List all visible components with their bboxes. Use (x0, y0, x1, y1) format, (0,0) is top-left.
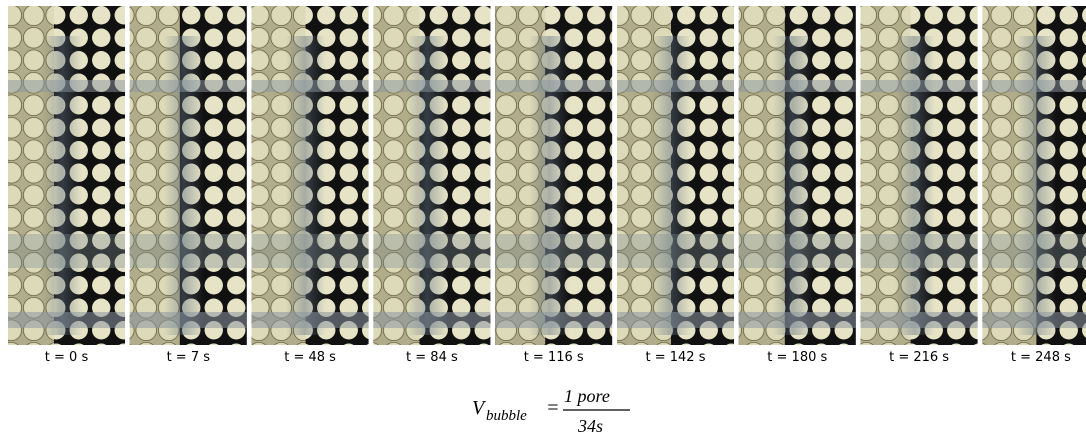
gray-band (617, 312, 734, 328)
equation-numerator: 1 pore (564, 386, 610, 406)
gray-band (8, 80, 125, 92)
gray-band (495, 312, 612, 328)
photo-panel: t = 248 s (982, 6, 1086, 365)
gray-band (982, 80, 1086, 92)
gray-band (252, 80, 369, 92)
time-label: t = 216 s (889, 350, 949, 365)
gray-band (739, 312, 856, 328)
gray-band (617, 234, 734, 268)
time-label: t = 0 s (45, 350, 89, 365)
gray-band (252, 234, 369, 268)
equation-subscript: bubble (486, 408, 527, 424)
gray-band (373, 80, 490, 92)
gray-band (861, 312, 978, 328)
time-label: t = 248 s (1011, 350, 1071, 365)
gray-band (982, 312, 1086, 328)
time-label: t = 116 s (524, 350, 584, 365)
time-label: t = 84 s (406, 350, 458, 365)
equation-equals: = (546, 397, 560, 419)
gray-band (495, 80, 612, 92)
time-label: t = 48 s (284, 350, 336, 365)
gray-band (495, 234, 612, 268)
gray-band (8, 234, 125, 268)
equation-symbol: V (472, 397, 487, 419)
gray-band (130, 234, 247, 268)
equation-denominator: 34s (577, 416, 603, 436)
gray-band (617, 80, 734, 92)
gray-band (373, 234, 490, 268)
time-label: t = 180 s (767, 350, 827, 365)
gray-band (739, 234, 856, 268)
gray-band (739, 80, 856, 92)
figure: t = 0 s t = 7 s t = 48 s t = 84 s t = 116 s t… (0, 0, 1086, 438)
gray-band (373, 312, 490, 328)
gray-band (252, 312, 369, 328)
time-label: t = 7 s (167, 350, 211, 365)
photo-panel: t = 142 s (617, 6, 734, 365)
gray-band (861, 80, 978, 92)
photo-panel: t = 116 s (495, 6, 612, 365)
photo-panel: t = 180 s (739, 6, 856, 365)
photo-panel: t = 216 s (861, 6, 978, 365)
photo-panel: t = 48 s (252, 6, 369, 365)
panel-row: t = 0 s t = 7 s t = 48 s t = 84 s t = 116 s t… (8, 6, 1086, 365)
gray-band (861, 234, 978, 268)
time-label: t = 142 s (646, 350, 706, 365)
gray-band (130, 312, 247, 328)
photo-panel: t = 84 s (373, 6, 490, 365)
gray-band (982, 234, 1086, 268)
photo-panel: t = 0 s (8, 6, 125, 365)
gray-band (130, 80, 247, 92)
gray-band (8, 312, 125, 328)
photo-panel: t = 7 s (130, 6, 247, 365)
equation: V bubble = 1 pore 34s (472, 386, 630, 436)
